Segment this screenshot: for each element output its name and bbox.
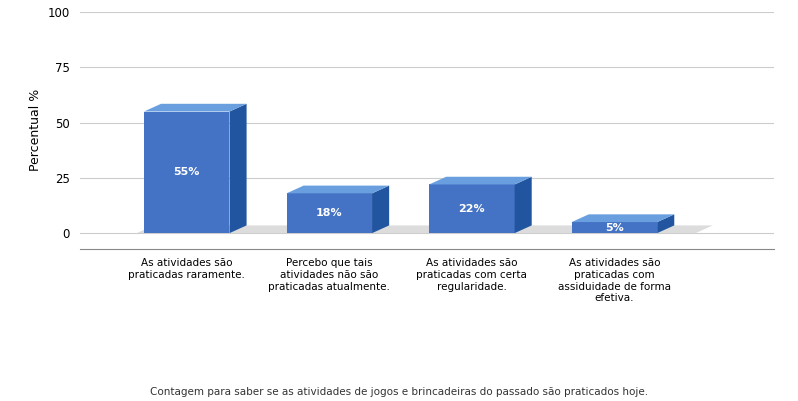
Polygon shape	[372, 186, 389, 233]
Polygon shape	[144, 104, 247, 111]
Polygon shape	[136, 225, 713, 233]
Text: 18%: 18%	[316, 208, 342, 218]
Text: 5%: 5%	[605, 223, 624, 233]
Text: 22%: 22%	[459, 204, 485, 214]
Polygon shape	[571, 215, 674, 222]
Polygon shape	[230, 104, 247, 233]
Polygon shape	[429, 184, 515, 233]
Polygon shape	[515, 177, 531, 233]
Polygon shape	[658, 215, 674, 233]
Polygon shape	[429, 177, 531, 184]
Polygon shape	[286, 193, 372, 233]
Y-axis label: Percentual %: Percentual %	[30, 89, 42, 172]
Text: Contagem para saber se as atividades de jogos e brincadeiras do passado são prat: Contagem para saber se as atividades de …	[150, 387, 648, 397]
Polygon shape	[286, 186, 389, 193]
Polygon shape	[144, 111, 230, 233]
Text: 55%: 55%	[173, 167, 200, 177]
Polygon shape	[571, 222, 658, 233]
